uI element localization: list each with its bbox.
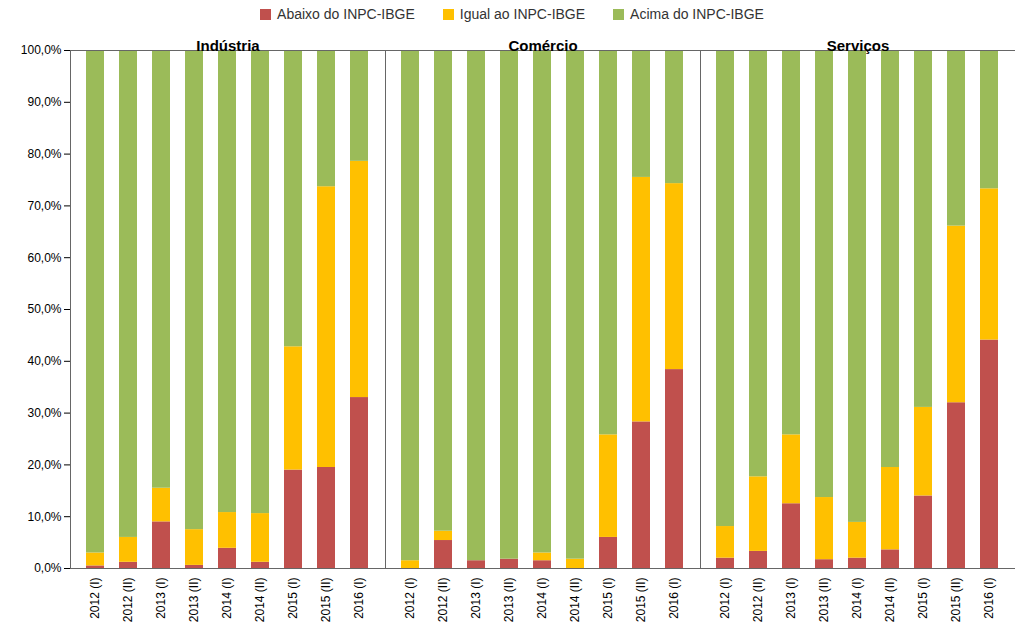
- svg-text:2015 (II): 2015 (II): [949, 578, 963, 623]
- svg-text:2013 (II): 2013 (II): [502, 578, 516, 623]
- svg-text:50,0%: 50,0%: [27, 302, 61, 316]
- svg-text:Serviços: Serviços: [827, 37, 890, 54]
- svg-text:2015 (II): 2015 (II): [634, 578, 648, 623]
- svg-text:80,0%: 80,0%: [27, 147, 61, 161]
- svg-text:2016 (I): 2016 (I): [667, 578, 681, 619]
- svg-text:2012 (I): 2012 (I): [718, 578, 732, 619]
- svg-text:2015 (I): 2015 (I): [916, 578, 930, 619]
- svg-text:100,0%: 100,0%: [21, 43, 62, 57]
- svg-text:2016 (I): 2016 (I): [352, 578, 366, 619]
- html-text:Igual ao INPC-IBGE: Igual ao INPC-IBGE: [459, 6, 586, 22]
- svg-text:60,0%: 60,0%: [27, 251, 61, 265]
- svg-text:2013 (II): 2013 (II): [817, 578, 831, 623]
- svg-text:2012 (II): 2012 (II): [436, 578, 450, 623]
- svg-text:0,0%: 0,0%: [34, 561, 62, 575]
- svg-text:20,0%: 20,0%: [27, 458, 61, 472]
- svg-text:2012 (I): 2012 (I): [403, 578, 417, 619]
- svg-text:2013 (I): 2013 (I): [154, 578, 168, 619]
- svg-text:2016 (I): 2016 (I): [982, 578, 996, 619]
- svg-text:30,0%: 30,0%: [27, 406, 61, 420]
- svg-text:2014 (I): 2014 (I): [850, 578, 864, 619]
- svg-text:2013 (I): 2013 (I): [784, 578, 798, 619]
- svg-text:2013 (II): 2013 (II): [187, 578, 201, 623]
- svg-text:2014 (II): 2014 (II): [883, 578, 897, 623]
- svg-text:2015 (II): 2015 (II): [319, 578, 333, 623]
- svg-text:10,0%: 10,0%: [27, 510, 61, 524]
- svg-text:2012 (II): 2012 (II): [121, 578, 135, 623]
- svg-text:2012 (II): 2012 (II): [751, 578, 765, 623]
- html-text:Acima do INPC-IBGE: Acima do INPC-IBGE: [630, 6, 764, 22]
- svg-text:2015 (I): 2015 (I): [286, 578, 300, 619]
- svg-text:70,0%: 70,0%: [27, 199, 61, 213]
- svg-text:Comércio: Comércio: [508, 37, 577, 54]
- svg-text:2014 (II): 2014 (II): [568, 578, 582, 623]
- svg-text:Indústria: Indústria: [196, 37, 260, 54]
- svg-text:2014 (I): 2014 (I): [535, 578, 549, 619]
- svg-text:2013 (I): 2013 (I): [469, 578, 483, 619]
- svg-text:2014 (I): 2014 (I): [220, 578, 234, 619]
- svg-text:40,0%: 40,0%: [27, 354, 61, 368]
- svg-text:2012 (I): 2012 (I): [88, 578, 102, 619]
- html-text:Abaixo do INPC-IBGE: Abaixo do INPC-IBGE: [277, 6, 415, 22]
- svg-text:2015 (I): 2015 (I): [601, 578, 615, 619]
- svg-text:90,0%: 90,0%: [27, 95, 61, 109]
- svg-text:2014 (II): 2014 (II): [253, 578, 267, 623]
